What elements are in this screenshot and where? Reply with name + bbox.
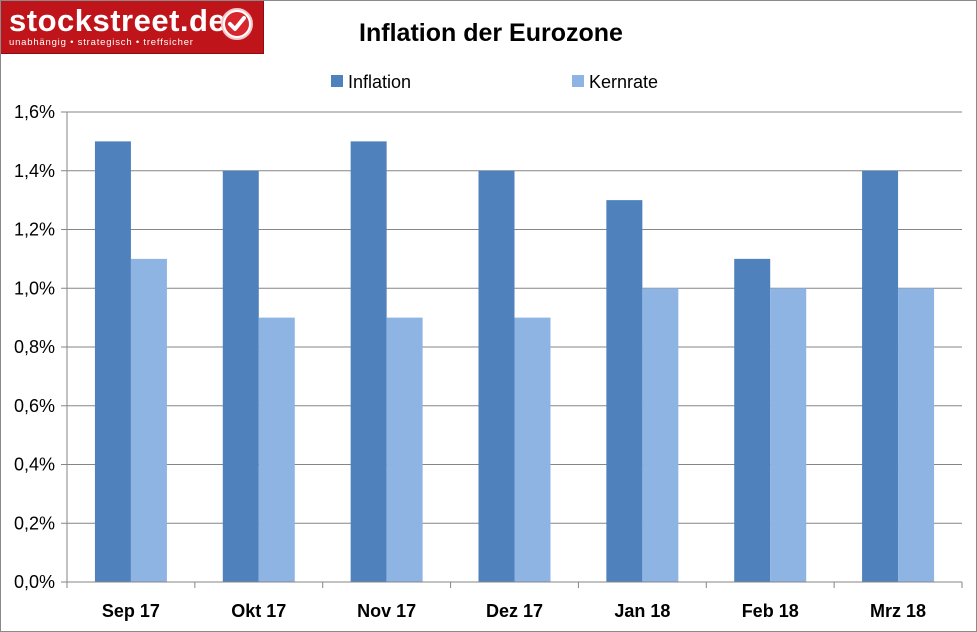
x-tick-label: Okt 17 — [231, 601, 286, 621]
x-tick-label: Mrz 18 — [870, 601, 926, 621]
logo-tagline: unabhängig • strategisch • treffsicher — [9, 37, 194, 48]
bar-inflation-mrz-18 — [862, 170, 899, 582]
bar-kernrate-nov-17 — [386, 317, 423, 582]
bar-kernrate-sep-17 — [130, 258, 167, 582]
bar-inflation-feb-18 — [734, 258, 771, 582]
bar-kernrate-dez-17 — [514, 317, 551, 582]
y-tick-label: 1,2% — [14, 220, 55, 240]
checkmark-icon — [221, 8, 253, 40]
x-tick-label: Jan 18 — [614, 601, 670, 621]
y-tick-label: 0,2% — [14, 513, 55, 533]
x-tick-label: Feb 18 — [742, 601, 799, 621]
x-tick-label: Sep 17 — [102, 601, 160, 621]
y-tick-label: 1,0% — [14, 278, 55, 298]
bar-kernrate-jan-18 — [642, 288, 679, 582]
chart-title: Inflation der Eurozone — [359, 19, 623, 47]
y-tick-label: 0,0% — [14, 572, 55, 592]
bar-kernrate-okt-17 — [258, 317, 295, 582]
bar-inflation-sep-17 — [94, 141, 131, 582]
legend-label-kernrate: Kernrate — [589, 72, 658, 92]
legend: Inflation Kernrate — [331, 72, 658, 92]
axes: 0,0% 0,2% 0,4% 0,6% 0,8% 1,0% 1,2% 1,4% 1,6% Sep … — [14, 102, 963, 621]
logo-name: stockstreet.de — [9, 3, 227, 38]
bar-inflation-nov-17 — [350, 141, 387, 582]
y-tick-label: 0,4% — [14, 455, 55, 475]
x-tick-label: Nov 17 — [357, 601, 416, 621]
legend-swatch-kernrate — [572, 75, 584, 87]
y-tick-label: 1,6% — [14, 102, 55, 122]
legend-swatch-inflation — [331, 75, 343, 87]
bar-inflation-okt-17 — [222, 170, 259, 582]
logo: stockstreet.de unabhängig • strategisch … — [1, 1, 264, 54]
bar-kernrate-mrz-18 — [898, 288, 935, 582]
bar-inflation-jan-18 — [606, 200, 643, 582]
y-tick-label: 0,8% — [14, 337, 55, 357]
legend-label-inflation: Inflation — [348, 72, 411, 92]
x-tick-label: Dez 17 — [486, 601, 543, 621]
bar-inflation-dez-17 — [478, 170, 515, 582]
bars — [94, 141, 935, 582]
y-tick-label: 0,6% — [14, 396, 55, 416]
y-tick-label: 1,4% — [14, 161, 55, 181]
bar-kernrate-feb-18 — [770, 288, 807, 582]
